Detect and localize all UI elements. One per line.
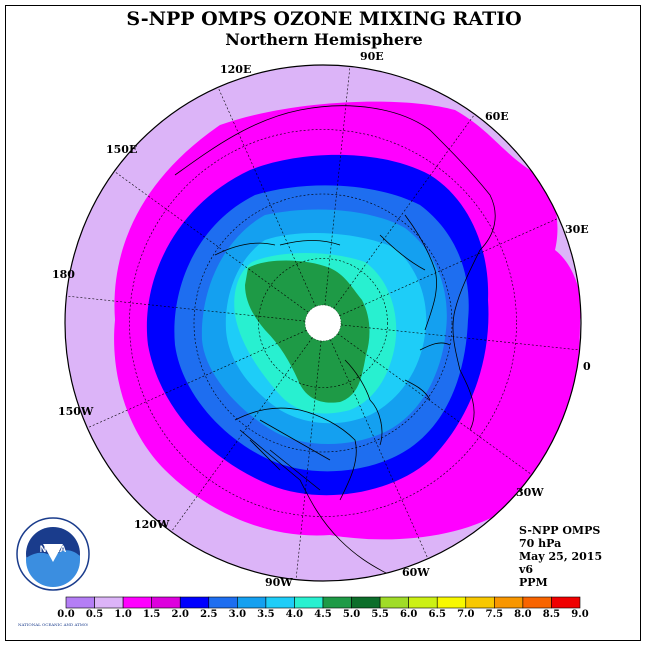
figure-subtitle: Northern Hemisphere: [225, 30, 423, 49]
meridian-line: [114, 171, 309, 313]
colorbar-tick-label: 3.5: [257, 609, 275, 620]
lon-label-90e: 90E: [360, 50, 384, 63]
logo-text: NOAA: [40, 544, 67, 554]
colorbar-swatch: [94, 596, 124, 609]
colorbar-tick-label: 1.0: [114, 609, 132, 620]
lon-label-90w: 90W: [265, 576, 293, 589]
meridian-line: [324, 66, 351, 306]
meridian-line: [333, 114, 475, 309]
latitude-circle: [258, 258, 388, 388]
colorbar-tick-label: 5.5: [371, 609, 389, 620]
lon-label-60e: 60E: [485, 110, 509, 123]
meridian-line: [295, 340, 322, 580]
latitude-circle: [129, 129, 517, 517]
colorbar-swatch: [151, 596, 181, 609]
colorbar-swatch: [494, 596, 524, 609]
meridian-line: [340, 324, 580, 351]
info-block: S-NPP OMPS 70 hPa May 25, 2015 v6 PPM: [519, 524, 602, 589]
colorbar-swatch: [65, 596, 95, 609]
noaa-logo-icon: NOAA: [16, 517, 90, 591]
lon-label-150w: 150W: [58, 405, 94, 418]
colorbar-swatch: [551, 596, 581, 609]
logo-ring-text: NATIONAL OCEANIC AND ATMOSPHERIC ADMINIS…: [18, 622, 88, 627]
colorbar-tick-label: 8.5: [542, 609, 561, 620]
colorbar-swatch: [379, 596, 409, 609]
info-version: v6: [519, 563, 534, 576]
colorbar-swatch: [208, 596, 238, 609]
lon-label-120w: 120W: [134, 518, 170, 531]
colorbar-tick-label: 2.5: [200, 609, 218, 620]
meridian-line: [87, 330, 307, 429]
figure-title: S-NPP OMPS OZONE MIXING RATIO: [126, 8, 522, 30]
map-boundary: [64, 64, 582, 582]
info-unit: PPM: [519, 576, 548, 589]
colorbar-tick-label: 6.0: [399, 609, 418, 620]
meridian-line: [171, 337, 313, 532]
info-level: 70 hPa: [519, 537, 562, 550]
lon-label-60w: 60W: [402, 566, 430, 579]
colorbar-tick-label: 4.5: [314, 609, 332, 620]
lon-label-30w: 30W: [516, 486, 544, 499]
colorbar-tick-label: 1.5: [142, 609, 161, 620]
colorbar-tick-label: 5.0: [342, 609, 361, 620]
colorbar-swatch: [322, 596, 352, 609]
colorbar-tick-label: 0.5: [85, 609, 104, 620]
info-date: May 25, 2015: [519, 550, 603, 563]
colorbar-swatch: [351, 596, 381, 609]
colorbar-tick-label: 0.0: [57, 609, 75, 620]
meridian-line: [217, 87, 316, 307]
lon-label-180: 180: [52, 268, 75, 281]
lon-label-120e: 120E: [220, 63, 252, 76]
info-instrument: S-NPP OMPS: [519, 524, 601, 537]
lon-label-0: 0: [583, 360, 591, 373]
colorbar-swatch: [436, 596, 467, 609]
meridian-line: [66, 295, 306, 322]
colorbar-tick-label: 7.0: [457, 609, 475, 620]
meridian-line: [339, 217, 559, 316]
meridian-line: [330, 339, 429, 559]
coastlines: [174, 105, 496, 576]
colorbar-swatch: [265, 596, 295, 609]
colorbar-tick-label: 4.0: [285, 609, 304, 620]
colorbar-tick-label: 2.0: [171, 609, 189, 620]
colorbar-swatch: [122, 596, 152, 609]
colorbar-tick-label: 9.0: [571, 609, 589, 620]
lon-label-30e: 30E: [565, 223, 589, 236]
colorbar-tick-label: 7.5: [485, 609, 504, 620]
colorbar-tick-label: 8.0: [514, 609, 532, 620]
figure-frame: [5, 5, 641, 641]
pole-gap: [305, 305, 341, 341]
lon-label-150e: 150E: [106, 143, 138, 156]
colorbar-swatch: [294, 596, 324, 609]
graticule: [66, 66, 580, 580]
pole-gap-outline: [304, 304, 342, 342]
colorbar-tick-label: 3.0: [228, 609, 247, 620]
colorbar-tick-label: 6.5: [428, 609, 446, 620]
colorbar-swatch: [408, 596, 438, 609]
colorbar-swatch: [522, 596, 552, 609]
colorbar-swatch: [179, 596, 210, 609]
latitude-circle: [193, 193, 453, 453]
colorbar: [65, 596, 581, 609]
colorbar-swatch: [237, 596, 267, 609]
colorbar-swatch: [465, 596, 495, 609]
meridian-line: [337, 333, 532, 475]
